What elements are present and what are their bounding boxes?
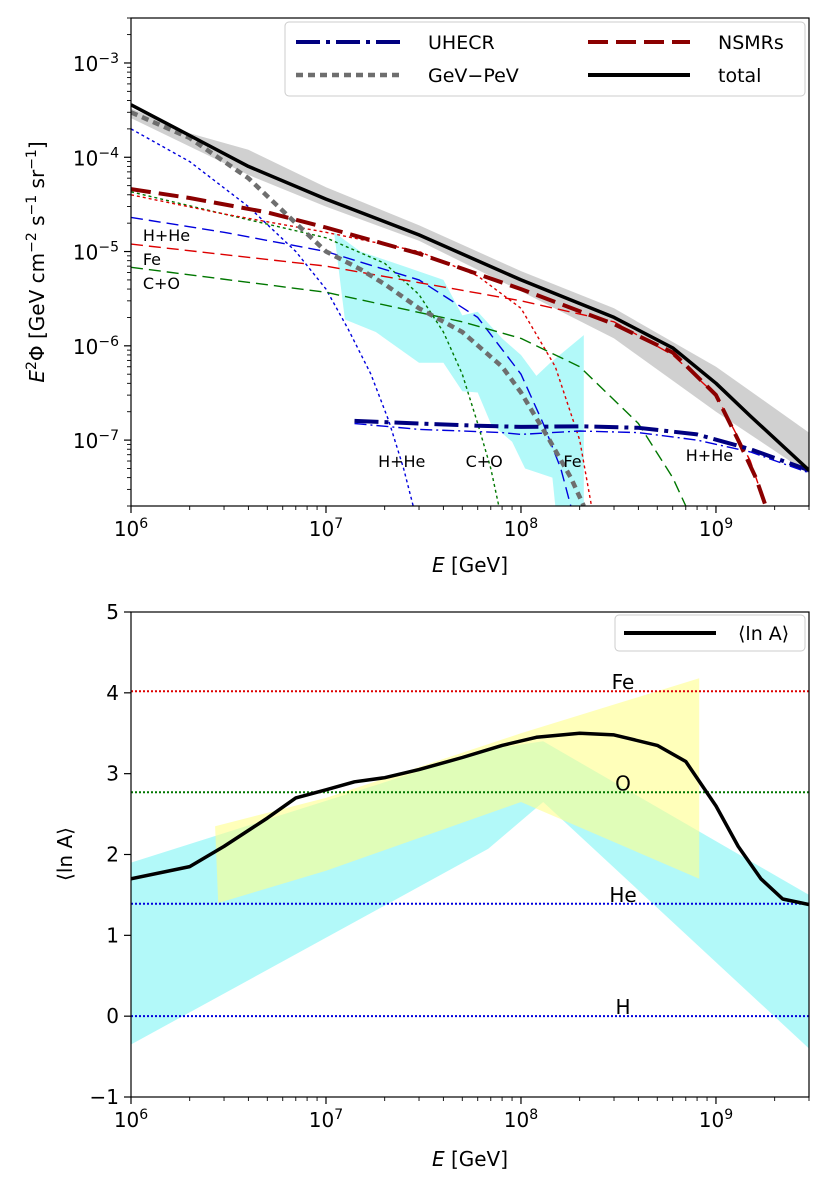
series-total (131, 103, 809, 472)
x-tick-label: 109 (699, 516, 733, 541)
y-tick-label: −1 (90, 1085, 119, 1109)
x-tick-label: 106 (114, 1107, 148, 1132)
y-tick-label: 10−4 (73, 145, 119, 170)
x-tick-label: 106 (114, 516, 148, 541)
y-tick-label: 10−7 (73, 428, 119, 453)
y-tick-label: 10−5 (73, 240, 119, 265)
annotation-h-he: H+He (378, 452, 425, 471)
annotation-fe: Fe (563, 452, 581, 471)
annotation-fe: Fe (143, 250, 161, 269)
x-tick-label: 107 (309, 1107, 343, 1132)
legend-total-label: total (718, 65, 761, 87)
lnA-plot-frame (130, 611, 810, 1098)
lnA-x-label: E [GeV] (432, 1147, 508, 1171)
series-gev-pev (131, 110, 586, 506)
series-c-o-gev-pev (131, 191, 500, 506)
flux-plot: H+He Fe C+O H+He C+O Fe H+He 106 107 108 109 10−7 1… (24, 17, 810, 577)
legend-nsmrs-label: NSMRs (718, 32, 784, 54)
lnA-y-label: ⟨ln A⟩ (53, 827, 77, 881)
hline-label-he: He (609, 883, 636, 907)
annotation-h-he: H+He (143, 226, 190, 245)
annotation-c-o: C+O (466, 452, 503, 471)
y-tick-label: 1 (106, 923, 119, 947)
series-nsmrs (131, 187, 768, 506)
x-tick-label: 108 (504, 1107, 538, 1132)
series-c-o-nsmr (131, 266, 687, 506)
flux-plot-frame (130, 17, 810, 507)
legend-gevpev-label: GeV−PeV (428, 65, 519, 87)
x-tick-label: 109 (699, 1107, 733, 1132)
series-h-he-gev-pev (131, 128, 414, 506)
series-uhecr (354, 418, 809, 473)
hline-label-o: O (615, 771, 631, 795)
x-tick-label: 107 (309, 516, 343, 541)
annotation-c-o: C+O (143, 274, 180, 293)
hline-label-fe: Fe (612, 670, 635, 694)
y-tick-label: 10−3 (73, 51, 119, 76)
cyan-band (334, 232, 584, 506)
y-tick-label: 5 (106, 600, 119, 624)
series--ln-a- (131, 731, 809, 907)
y-tick-label: 10−6 (73, 334, 119, 359)
y-tick-label: 2 (106, 843, 119, 867)
lnA-plot: Fe O He H 106 107 108 109 −1 0 1 2 3 4 5 ⟨ln A⟩ E [Ge… (53, 600, 810, 1171)
x-tick-label: 108 (504, 516, 538, 541)
y-tick-label: 0 (106, 1004, 119, 1028)
flux-legend: UHECR NSMRs GeV−PeV total (284, 21, 806, 97)
y-tick-label: 3 (106, 762, 119, 786)
lnA-legend: ⟨ln A⟩ (614, 614, 806, 652)
flux-y-label: E2Φ [GeV cm−2 s−1 sr−1] (24, 141, 49, 382)
y-tick-label: 4 (106, 681, 119, 705)
annotation-h-he: H+He (686, 446, 733, 465)
legend-lnA-label: ⟨ln A⟩ (738, 623, 789, 645)
legend-uhecr-label: UHECR (428, 32, 495, 54)
hline-label-h: H (615, 995, 630, 1019)
series-fe-gev-pev (131, 194, 593, 506)
flux-x-label: E [GeV] (432, 553, 508, 577)
